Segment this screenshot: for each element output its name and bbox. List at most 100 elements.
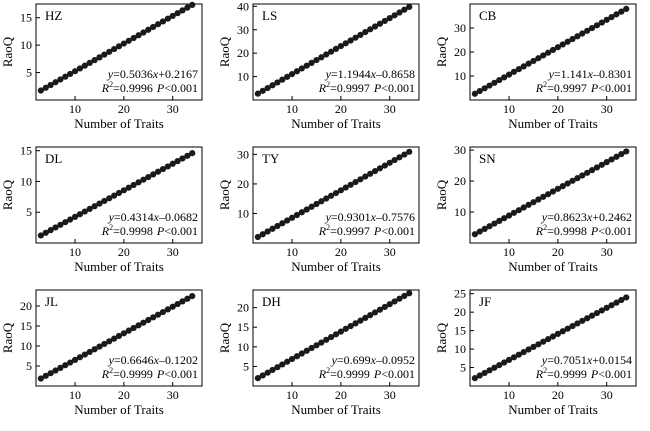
data-point	[347, 323, 354, 330]
data-point	[396, 9, 403, 16]
r2-value: =0.9996	[113, 81, 153, 95]
data-point	[362, 173, 369, 180]
y-axis-label: RaoQ	[217, 36, 232, 67]
equation-part: +0.0154	[592, 353, 632, 367]
data-point	[501, 74, 508, 81]
r2-value: =0.9997	[330, 81, 370, 95]
plot-frame	[35, 3, 203, 101]
data-point	[169, 12, 176, 20]
data-point	[62, 219, 69, 226]
p-symbol: P	[156, 367, 165, 381]
y-tick-label: 10	[237, 70, 249, 84]
r2-symbol: R	[101, 224, 110, 238]
data-point	[362, 29, 369, 36]
data-point	[342, 325, 349, 332]
data-point	[352, 178, 359, 186]
p-value: <0.001	[164, 367, 198, 381]
data-point	[106, 48, 113, 55]
data-point	[101, 51, 108, 58]
data-point	[274, 364, 281, 371]
data-point	[130, 34, 137, 42]
data-point	[145, 173, 152, 181]
y-tick-label: 10	[20, 339, 32, 353]
data-point	[62, 362, 69, 369]
y-axis-label: RaoQ	[0, 322, 15, 353]
equation-part: =0.8623	[547, 210, 587, 224]
data-point	[313, 342, 320, 349]
equation-part: =0.4314	[114, 210, 154, 224]
data-point	[391, 298, 398, 305]
data-point	[120, 40, 127, 47]
plot-frame	[252, 146, 420, 244]
data-point	[471, 231, 478, 238]
data-point	[505, 212, 513, 219]
x-tick-label: 10	[69, 102, 81, 116]
y-tick-label: 20	[237, 301, 249, 315]
data-point	[81, 351, 88, 358]
data-point	[179, 7, 186, 14]
data-point	[37, 232, 44, 239]
x-tick-label: 30	[601, 102, 613, 116]
data-point	[342, 184, 349, 191]
data-point	[584, 27, 591, 34]
x-tick-label: 20	[335, 102, 347, 116]
data-point	[496, 362, 503, 369]
data-point	[510, 354, 518, 361]
data-point	[391, 156, 398, 164]
regression-equation: y=1.1944x–0.8658	[325, 67, 415, 81]
data-point	[574, 33, 581, 40]
x-tick-label: 10	[503, 102, 515, 116]
data-point	[303, 62, 310, 69]
y-tick-label: 40	[237, 0, 249, 13]
p-symbol: P	[156, 81, 165, 95]
data-point	[274, 79, 281, 86]
data-point	[323, 51, 330, 58]
data-point	[391, 12, 398, 19]
data-point	[308, 203, 315, 210]
data-point	[135, 322, 142, 329]
data-point	[313, 56, 320, 64]
data-point	[288, 355, 296, 363]
data-point	[367, 170, 374, 177]
panel-ty: 10 20 30 10 20 30 TY Number of Traits RaoQ y=0.93…	[217, 146, 420, 274]
data-point	[491, 220, 498, 227]
regression-equation: y=0.699x–0.0952	[331, 353, 415, 367]
equation-part: –0.8301	[592, 67, 632, 81]
data-point	[298, 350, 305, 357]
data-point	[401, 6, 408, 13]
data-point	[501, 359, 508, 366]
data-point	[279, 361, 286, 368]
data-point	[264, 228, 271, 235]
data-point	[284, 73, 291, 80]
data-point	[569, 177, 576, 184]
equation-part: x	[586, 210, 593, 224]
y-tick-label: 5	[26, 359, 32, 373]
data-point	[174, 158, 181, 165]
y-tick-label: 15	[237, 320, 249, 334]
data-point	[376, 165, 384, 172]
data-point	[486, 82, 493, 89]
data-point	[42, 84, 49, 91]
r-squared-p-value: R2=0.9998 P<0.001	[535, 223, 632, 238]
data-point	[71, 213, 79, 220]
data-point	[67, 359, 74, 366]
data-point	[603, 304, 610, 311]
r-squared-p-value: R2=0.9997 P<0.001	[318, 223, 415, 238]
y-tick-label: 30	[237, 23, 249, 37]
y-tick-label: 10	[454, 69, 466, 83]
equation-part: +0.2462	[592, 210, 632, 224]
y-axis-label: RaoQ	[217, 322, 232, 353]
x-axis-label: Number of Traits	[74, 402, 164, 417]
data-point	[510, 68, 518, 75]
data-point	[613, 299, 620, 306]
data-point	[189, 292, 196, 300]
data-point	[623, 5, 630, 12]
data-point	[530, 57, 537, 65]
y-tick-label: 30	[454, 21, 466, 35]
data-point	[481, 85, 488, 92]
data-point	[530, 343, 537, 350]
regression-equation: y=0.6646x–0.1202	[108, 353, 198, 367]
data-point	[86, 59, 93, 66]
data-point	[184, 295, 191, 302]
